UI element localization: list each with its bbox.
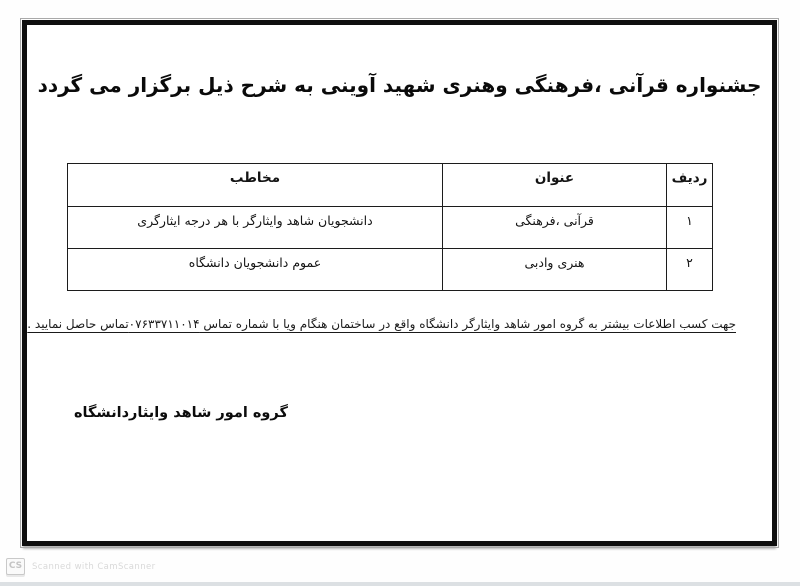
document-page: جشنواره قرآنی ،فرهنگی وهنری شهید آوینی ب… xyxy=(20,18,779,548)
header-row-number: ردیف xyxy=(666,163,713,207)
cell-audience: عموم دانشجویان دانشگاه xyxy=(67,248,443,291)
cell-audience: دانشجویان شاهد وایثارگر با هر درجه ایثار… xyxy=(67,206,443,249)
header-title: عنوان xyxy=(442,163,667,207)
cell-row-number: ۲ xyxy=(666,248,713,291)
document-title: جشنواره قرآنی ،فرهنگی وهنری شهید آوینی ب… xyxy=(37,73,762,97)
contact-footnote: جهت کسب اطلاعات بیشتر به گروه امور شاهد … xyxy=(27,317,736,331)
camscanner-watermark-text: Scanned with CamScanner xyxy=(32,561,156,572)
cell-title: قرآنی ،فرهنگی xyxy=(442,206,667,249)
table-row: ۲ هنری وادبی عموم دانشجویان دانشگاه xyxy=(67,248,713,291)
camscanner-icon: CS xyxy=(6,558,25,575)
camscanner-watermark: CS Scanned with CamScanner xyxy=(6,558,156,575)
cell-row-number: ۱ xyxy=(666,206,713,249)
bottom-edge-strip xyxy=(0,582,800,586)
cell-title: هنری وادبی xyxy=(442,248,667,291)
table-row: ۱ قرآنی ،فرهنگی دانشجویان شاهد وایثارگر … xyxy=(67,206,713,249)
signature-line: گروه امور شاهد وایثاردانشگاه xyxy=(74,405,288,421)
festival-table: ردیف عنوان مخاطب ۱ قرآنی ،فرهنگی دانشجوی… xyxy=(67,163,713,291)
header-audience: مخاطب xyxy=(67,163,443,207)
table-header-row: ردیف عنوان مخاطب xyxy=(67,163,713,207)
